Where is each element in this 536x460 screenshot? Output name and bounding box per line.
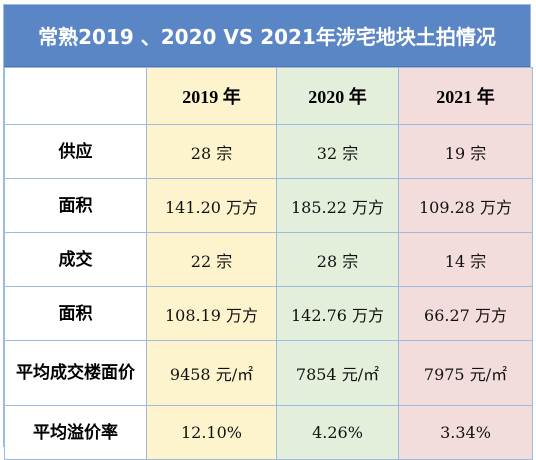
cell-supply-2021: 19 宗 xyxy=(398,124,533,179)
table-row: 供应 28 宗 32 宗 19 宗 xyxy=(4,124,533,179)
cell-deal-area-2019: 108.19 万方 xyxy=(146,286,277,341)
row-label-deal-area: 面积 xyxy=(4,286,147,341)
cell-deal-2021: 14 宗 xyxy=(398,232,533,287)
table-row: 面积 141.20 万方 185.22 万方 109.28 万方 xyxy=(4,178,533,233)
row-label-deal: 成交 xyxy=(4,232,147,287)
row-label-avg-floor-price: 平均成交楼面价 xyxy=(4,340,147,406)
table-row: 平均成交楼面价 9458 元/㎡ 7854 元/㎡ 7975 元/㎡ xyxy=(4,340,533,406)
row-label-avg-premium-rate: 平均溢价率 xyxy=(4,405,147,460)
cell-supply-2020: 32 宗 xyxy=(276,124,399,179)
cell-supply-area-2020: 185.22 万方 xyxy=(276,178,399,233)
cell-deal-2019: 22 宗 xyxy=(146,232,277,287)
cell-supply-2019: 28 宗 xyxy=(146,124,277,179)
cell-avg-floor-price-2020: 7854 元/㎡ xyxy=(276,340,399,406)
cell-avg-premium-rate-2020: 4.26% xyxy=(276,405,399,460)
table-title: 常熟2019 、2020 VS 2021年涉宅地块土拍情况 xyxy=(4,5,530,67)
cell-deal-area-2021: 66.27 万方 xyxy=(398,286,533,341)
row-label-supply-area: 面积 xyxy=(4,178,147,233)
header-2020: 2020 年 xyxy=(276,67,399,125)
table-row: 面积 108.19 万方 142.76 万方 66.27 万方 xyxy=(4,286,533,341)
header-2021: 2021 年 xyxy=(398,67,533,125)
cell-avg-floor-price-2021: 7975 元/㎡ xyxy=(398,340,533,406)
header-2019: 2019 年 xyxy=(146,67,277,125)
row-label-supply: 供应 xyxy=(4,124,147,179)
land-auction-table: 2019 年 2020 年 2021 年 供应 28 宗 32 宗 19 宗 面… xyxy=(4,67,533,460)
cell-supply-area-2019: 141.20 万方 xyxy=(146,178,277,233)
cell-avg-floor-price-2019: 9458 元/㎡ xyxy=(146,340,277,406)
cell-deal-2020: 28 宗 xyxy=(276,232,399,287)
cell-avg-premium-rate-2021: 3.34% xyxy=(398,405,533,460)
cell-deal-area-2020: 142.76 万方 xyxy=(276,286,399,341)
cell-avg-premium-rate-2019: 12.10% xyxy=(146,405,277,460)
header-row: 2019 年 2020 年 2021 年 xyxy=(4,67,533,125)
cell-supply-area-2021: 109.28 万方 xyxy=(398,178,533,233)
header-corner xyxy=(4,67,147,125)
table-row: 平均溢价率 12.10% 4.26% 3.34% xyxy=(4,405,533,460)
land-auction-table-card: 常熟2019 、2020 VS 2021年涉宅地块土拍情况 2019 年 202… xyxy=(3,4,533,460)
table-row: 成交 22 宗 28 宗 14 宗 xyxy=(4,232,533,287)
